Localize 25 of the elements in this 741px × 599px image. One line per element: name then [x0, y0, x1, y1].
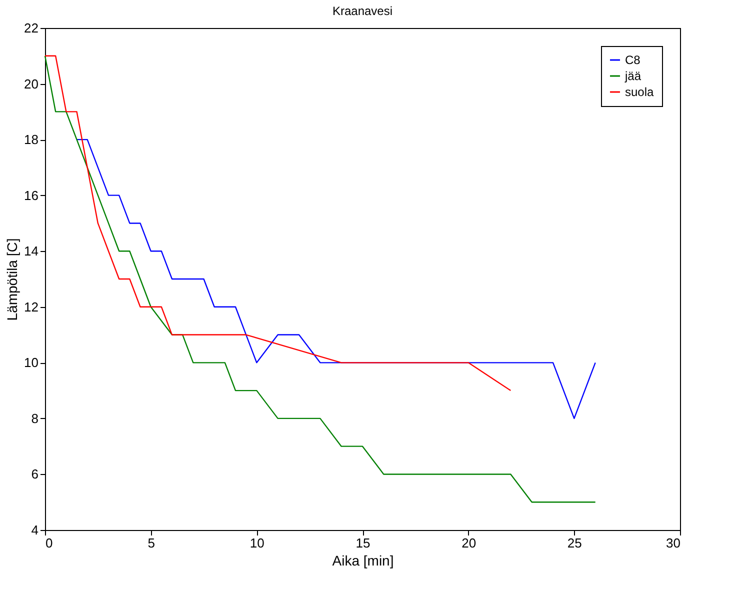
legend-label: C8 [625, 53, 641, 67]
y-axis-title: Lämpötila [C] [4, 238, 20, 321]
x-tick-label: 15 [356, 536, 370, 550]
y-tick-label: 10 [24, 355, 38, 370]
y-tick-label: 12 [24, 299, 38, 314]
x-tick-label: 20 [462, 536, 476, 550]
legend-label: suola [625, 85, 654, 99]
y-tick-label: 16 [24, 188, 38, 203]
y-tick-label: 8 [31, 410, 38, 426]
x-tick-label: 0 [46, 536, 53, 550]
x-tick-label: 30 [666, 536, 680, 550]
chart-title: Kraanavesi [332, 4, 393, 18]
x-axis-title: Aika [min] [332, 552, 394, 568]
legend-label: jää [624, 69, 642, 83]
y-tick-label: 22 [24, 20, 38, 36]
line-series [44, 55, 596, 503]
x-tick-label: 10 [250, 536, 264, 550]
line-series [44, 55, 512, 392]
x-tick-label: 5 [148, 536, 155, 550]
y-tick-label: 4 [31, 522, 38, 538]
y-tick-label: 20 [24, 76, 38, 92]
y-tick-label: 18 [24, 132, 38, 148]
y-tick-label: 6 [31, 466, 38, 482]
y-tick-label: 14 [24, 244, 38, 259]
x-tick-label: 25 [567, 536, 582, 550]
